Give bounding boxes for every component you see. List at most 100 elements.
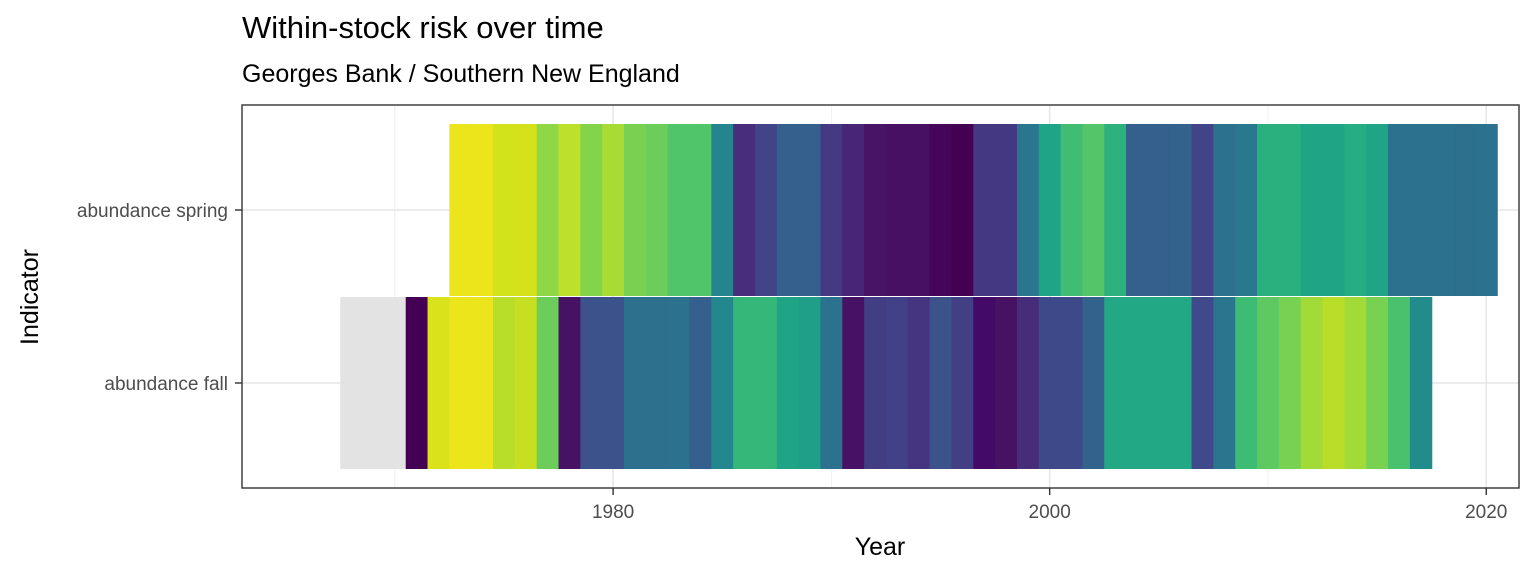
tile: [689, 124, 712, 296]
tile: [776, 124, 800, 296]
tile: [558, 124, 581, 296]
tile: [1366, 297, 1389, 469]
tile: [1344, 124, 1367, 296]
tile: [1453, 124, 1476, 296]
tile: [580, 124, 603, 296]
tile: [340, 297, 363, 469]
tile: [864, 297, 887, 469]
tile: [733, 297, 756, 469]
y-tick-label: abundance spring: [77, 201, 228, 222]
tile: [1060, 297, 1084, 469]
tile: [493, 297, 516, 469]
tile: [1147, 124, 1171, 296]
tile: [558, 297, 581, 469]
tile: [1431, 124, 1455, 296]
tile: [624, 124, 647, 296]
tile: [1257, 297, 1280, 469]
tile: [1388, 297, 1411, 469]
tile: [514, 297, 538, 469]
tile: [1213, 124, 1236, 296]
x-tick-label: 2020: [1465, 502, 1507, 523]
tile: [1409, 124, 1433, 296]
tile: [1104, 124, 1127, 296]
tile: [754, 124, 778, 296]
tile: [1016, 297, 1040, 469]
tile: [1409, 297, 1433, 469]
tile: [471, 297, 494, 469]
tile: [1060, 124, 1084, 296]
tile: [645, 297, 669, 469]
tile: [1257, 124, 1280, 296]
tile: [907, 124, 931, 296]
tile: [1147, 297, 1171, 469]
tile: [383, 297, 407, 469]
tile: [1169, 124, 1193, 296]
tile: [973, 124, 996, 296]
tile: [929, 297, 953, 469]
tile: [449, 124, 472, 296]
tile: [1213, 297, 1236, 469]
tile: [1191, 297, 1214, 469]
chart-title: Within-stock risk over time: [242, 10, 604, 45]
tile: [1038, 124, 1062, 296]
tiles-layer: [340, 124, 1498, 469]
y-axis-title: Indicator: [16, 249, 44, 345]
tile: [842, 297, 865, 469]
tile: [1278, 124, 1302, 296]
tile: [1344, 297, 1367, 469]
tile: [624, 297, 647, 469]
x-tick-label: 2000: [1029, 502, 1071, 523]
tile: [995, 124, 1018, 296]
tile: [667, 297, 691, 469]
tile: [1126, 297, 1149, 469]
tile: [493, 124, 516, 296]
tile: [1038, 297, 1062, 469]
tile: [689, 297, 712, 469]
tile: [645, 124, 669, 296]
tile: [602, 297, 625, 469]
tile: [1300, 124, 1324, 296]
tile: [711, 297, 734, 469]
tile: [995, 297, 1018, 469]
tile: [1082, 124, 1105, 296]
tile: [514, 124, 538, 296]
tile: [711, 124, 734, 296]
x-axis: 1980 2000 2020: [592, 488, 1507, 523]
tile: [885, 124, 909, 296]
tile: [536, 124, 560, 296]
tile: [820, 124, 843, 296]
tile: [951, 297, 974, 469]
tile: [776, 297, 800, 469]
tile: [798, 124, 822, 296]
tile: [1191, 124, 1214, 296]
y-tick-label: abundance fall: [104, 374, 228, 395]
tile: [1388, 124, 1411, 296]
tile: [471, 124, 494, 296]
tile: [405, 297, 429, 469]
tile: [820, 297, 843, 469]
tile: [1082, 297, 1105, 469]
tile: [1235, 297, 1258, 469]
tile: [951, 124, 974, 296]
x-tick-label: 1980: [592, 502, 634, 523]
tile: [754, 297, 778, 469]
tile: [536, 297, 560, 469]
tile: [1016, 124, 1040, 296]
tile: [1322, 297, 1345, 469]
tile: [449, 297, 472, 469]
tile: [864, 124, 887, 296]
tile: [1366, 124, 1389, 296]
tile: [1300, 297, 1324, 469]
tile: [427, 297, 450, 469]
tile: [1169, 297, 1193, 469]
tile: [929, 124, 953, 296]
tile: [1278, 297, 1302, 469]
tile: [1126, 124, 1149, 296]
tile: [667, 124, 691, 296]
tile: [973, 297, 996, 469]
tile: [842, 124, 865, 296]
plot-panel-border: [241, 104, 1520, 489]
tile: [580, 297, 603, 469]
tile: [1475, 124, 1498, 296]
